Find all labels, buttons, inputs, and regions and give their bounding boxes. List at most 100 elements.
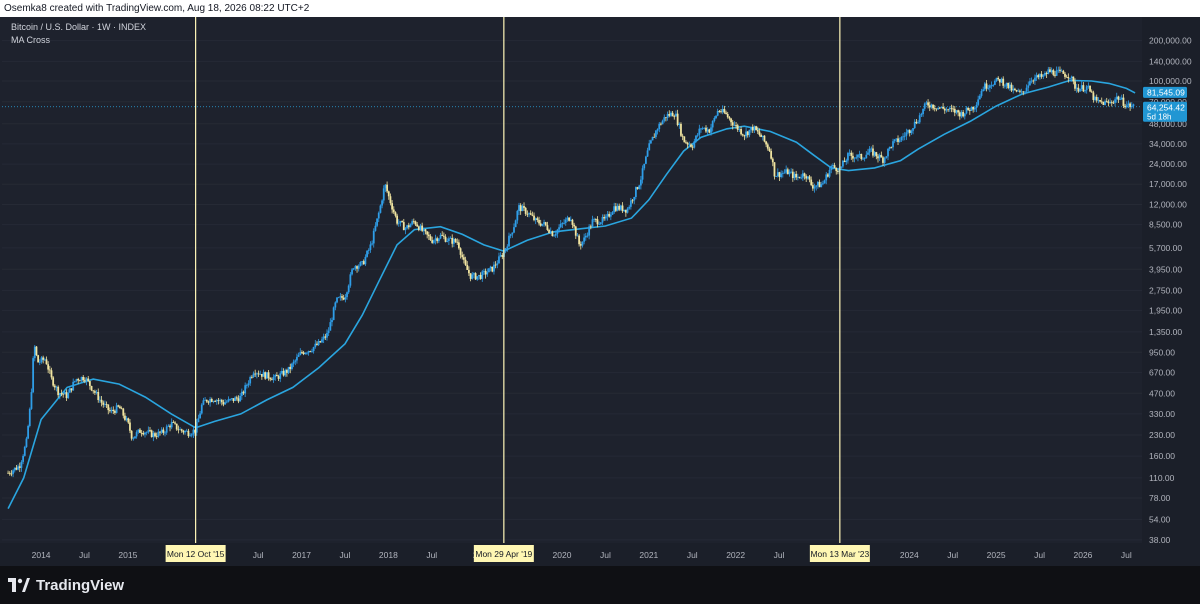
candle-body: [1125, 105, 1128, 108]
candle-body: [646, 150, 649, 157]
candle-body: [514, 220, 517, 228]
symbol-legend[interactable]: Bitcoin / U.S. Dollar · 1W · INDEX: [11, 22, 146, 32]
candle-body: [207, 401, 210, 403]
candle-body: [322, 336, 325, 340]
candle-body: [816, 181, 819, 186]
candle-body: [483, 270, 485, 272]
candle-body: [442, 235, 445, 237]
candle-body: [978, 95, 981, 100]
time-tick-label: Jul: [1121, 550, 1132, 560]
candle-body: [471, 274, 474, 279]
candle-body: [917, 122, 919, 124]
candle-body: [319, 341, 322, 343]
candle-body: [513, 227, 515, 233]
candle-body: [613, 206, 616, 213]
candle-body: [596, 219, 599, 225]
indicator-legend[interactable]: MA Cross: [11, 35, 51, 45]
candle-body: [459, 248, 462, 255]
candle-body: [538, 220, 540, 224]
candle-body: [457, 242, 460, 249]
candle-body: [179, 429, 181, 431]
candle-body: [683, 136, 686, 143]
candle-body: [97, 392, 100, 401]
candle-body: [1094, 97, 1096, 100]
candle-body: [743, 135, 746, 137]
candle-body: [341, 296, 343, 298]
candle-body: [558, 227, 560, 230]
candle-body: [753, 126, 756, 131]
candle-body: [686, 142, 689, 145]
candle-body: [1019, 90, 1021, 92]
candle-body: [1055, 70, 1058, 76]
candle-body: [1024, 91, 1026, 93]
candle-body: [367, 249, 370, 251]
candle-body: [432, 240, 435, 243]
candle-body: [634, 187, 637, 197]
candle-body: [63, 392, 66, 395]
candle-body: [224, 402, 227, 405]
candle-body: [1099, 100, 1101, 102]
candle-body: [57, 386, 60, 396]
candle-body: [962, 112, 965, 117]
candle-body: [501, 255, 504, 257]
candle-body: [306, 352, 308, 354]
candle-body: [598, 223, 601, 225]
candle-body: [643, 163, 646, 169]
candle-body: [691, 146, 694, 148]
candle-body: [698, 128, 701, 135]
candle-body: [840, 166, 843, 168]
candle-body: [848, 152, 851, 154]
price-chart[interactable]: 38.00 54.00 78.00 110.00 160.00 230.00 330.00 4…: [0, 17, 1200, 566]
candle-body: [100, 399, 103, 403]
candle-body: [53, 385, 56, 388]
candle-body: [47, 364, 50, 370]
candle-body: [1037, 75, 1040, 78]
candle-body: [546, 225, 549, 230]
candle-body: [516, 210, 519, 221]
candle-body: [165, 426, 168, 433]
candle-body: [247, 383, 250, 386]
candle-body: [23, 446, 26, 456]
candle-body: [197, 418, 200, 423]
candle-body: [852, 155, 854, 159]
candle-body: [937, 107, 939, 110]
candle-body: [275, 374, 278, 377]
candle-body: [129, 422, 131, 431]
time-tick-label: Jul: [1034, 550, 1045, 560]
candle-body: [152, 433, 155, 438]
candle-body: [738, 129, 741, 130]
candle-body: [676, 113, 679, 125]
ma-line: [7, 79, 1136, 509]
candle-body: [311, 351, 313, 352]
candle-body: [832, 165, 834, 166]
candle-body: [1100, 101, 1103, 103]
candle-body: [843, 160, 846, 163]
candle-body: [286, 370, 288, 373]
candle-body: [648, 143, 651, 151]
candle-body: [997, 77, 1000, 80]
candle-body: [381, 200, 383, 206]
candle-body: [43, 359, 46, 361]
candle-body: [299, 352, 302, 356]
candle-body: [431, 240, 434, 243]
candle-body: [993, 81, 996, 85]
price-tick-label: 470.00: [1149, 388, 1175, 398]
candle-body: [494, 264, 497, 266]
candle-body: [748, 129, 751, 136]
candle-body: [726, 114, 729, 118]
candle-body: [124, 415, 126, 420]
candle-body: [107, 404, 110, 411]
candle-body: [227, 399, 230, 402]
candle-body: [499, 255, 502, 257]
candle-body: [905, 132, 908, 136]
candle-body: [8, 472, 11, 474]
candle-body: [27, 425, 30, 439]
candle-body: [486, 272, 489, 275]
candle-body: [326, 332, 328, 338]
tradingview-logo[interactable]: TradingView: [8, 574, 124, 596]
candle-body: [170, 422, 173, 428]
candle-body: [339, 296, 342, 298]
candle-body: [821, 183, 824, 185]
candle-body: [541, 223, 544, 226]
